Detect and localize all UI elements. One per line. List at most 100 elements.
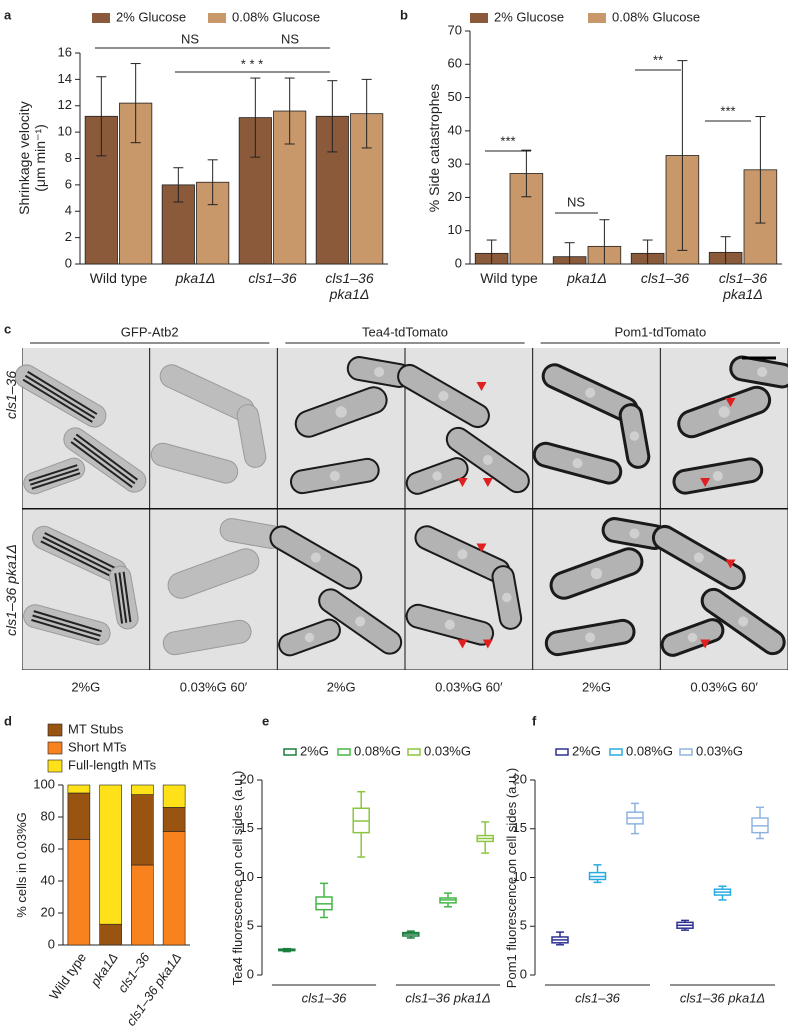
y-tick-label: 0	[247, 966, 254, 981]
significance-label: ***	[500, 133, 515, 148]
x-tick-label: Wild type	[480, 270, 538, 286]
nucleus	[355, 616, 366, 627]
y-tick-label: 0	[65, 255, 72, 270]
cells	[532, 363, 651, 485]
y-tick-label: 15	[513, 820, 527, 835]
microtubule	[30, 468, 79, 486]
condition-label: 0.03%G 60′	[180, 679, 248, 694]
x-tick-label: Wild type	[89, 270, 148, 286]
y-tick-label: 20	[513, 771, 527, 786]
error-bar	[284, 77, 295, 145]
bar-segment	[162, 807, 186, 832]
group-label: cls1–36 pka1Δ	[680, 990, 765, 1005]
error-bar	[720, 236, 731, 264]
nucleus	[629, 431, 640, 441]
arrowhead	[725, 559, 736, 569]
panel-label: c	[4, 321, 11, 336]
y-tick-label: 20	[448, 189, 462, 204]
row-label: cls1–36 pka1Δ	[3, 544, 19, 636]
significance-label: NS	[281, 31, 299, 46]
x-tick-label: pka1Δ	[567, 270, 607, 286]
arrowhead	[482, 478, 493, 487]
y-axis-label: % Side catastrophes	[426, 83, 442, 213]
microtubule	[22, 378, 93, 423]
nucleus	[457, 549, 468, 560]
significance-label: ***	[720, 103, 735, 118]
legend-swatch	[470, 13, 488, 23]
legend-swatch	[47, 759, 63, 773]
legend-label: 0.08% Glucose	[612, 9, 700, 24]
nucleus	[444, 619, 455, 630]
legend-label: 0.08% Glucose	[232, 9, 320, 24]
y-tick-label: 80	[41, 808, 55, 823]
y-tick-label: 12	[58, 97, 72, 112]
y-tick-label: 5	[247, 918, 254, 933]
panel-label: a	[4, 7, 12, 22]
error-bar	[755, 116, 766, 224]
legend-label: 0.03%G	[696, 743, 743, 758]
y-tick-label: 0	[48, 936, 55, 951]
microtubule	[33, 610, 103, 633]
legend-swatch	[407, 748, 421, 756]
legend-label: 2% Glucose	[116, 9, 186, 24]
y-tick-label: 0	[520, 966, 527, 981]
y-axis-label: Pom1 fluorescence on cell sides (a.u.)	[504, 767, 519, 989]
error-bar	[599, 219, 610, 264]
y-tick-label: 2	[65, 229, 72, 244]
x-tick-label: cls1–36	[248, 270, 297, 286]
microtubule	[114, 573, 124, 624]
y-tick-label: 5	[520, 918, 527, 933]
microtubule	[44, 532, 118, 571]
error-bar	[130, 63, 141, 144]
nucleus	[572, 458, 583, 469]
arrowhead	[457, 478, 468, 487]
legend-swatch	[337, 748, 351, 756]
group-label: cls1–36	[575, 990, 621, 1005]
microtubule	[40, 540, 114, 579]
microtubule	[24, 374, 96, 419]
nucleus	[590, 567, 603, 580]
cells	[672, 355, 788, 495]
legend-label: 0.08%G	[626, 743, 673, 758]
bar-segment	[162, 784, 186, 808]
image-frame	[22, 348, 788, 670]
column-header: GFP-Atb2	[121, 324, 179, 339]
arrowhead	[476, 382, 487, 391]
y-tick-label: 40	[448, 122, 462, 137]
x-tick-label: pka1Δ	[175, 270, 216, 286]
y-tick-label: 40	[41, 872, 55, 887]
y-axis-label: Tea4 fluorescence on cell sides (a.u.)	[230, 770, 245, 986]
cells	[290, 356, 412, 495]
cell	[150, 442, 239, 484]
condition-label: 0.03%G 60′	[690, 679, 758, 694]
error-bar	[96, 76, 107, 157]
microtubule	[42, 536, 116, 575]
y-tick-label: 14	[58, 71, 72, 86]
y-tick-label: 10	[448, 222, 462, 237]
cells	[14, 364, 147, 495]
microtubule	[31, 618, 100, 642]
y-tick-label: 50	[448, 89, 462, 104]
significance-label: * * *	[241, 56, 263, 71]
y-tick-label: 100	[33, 776, 55, 791]
microtubule	[31, 472, 81, 490]
y-tick-label: 60	[41, 840, 55, 855]
arrowhead	[700, 478, 711, 487]
cell	[162, 619, 252, 656]
cells	[544, 517, 668, 657]
legend-swatch	[92, 13, 110, 23]
y-tick-label: 10	[58, 124, 72, 139]
legend-swatch	[47, 741, 63, 755]
panel-label: b	[400, 7, 408, 22]
nucleus	[304, 632, 315, 643]
panel-label: e	[262, 713, 269, 728]
error-bar	[642, 239, 653, 264]
bar-segment	[67, 839, 91, 946]
legend-swatch	[47, 723, 63, 737]
legend-label: 2% Glucose	[494, 9, 564, 24]
condition-label: 0.03%G 60′	[435, 679, 503, 694]
bar-segment	[99, 784, 122, 925]
cell	[236, 404, 267, 468]
x-tick-label: cls1–36 pka1Δ	[325, 270, 374, 302]
